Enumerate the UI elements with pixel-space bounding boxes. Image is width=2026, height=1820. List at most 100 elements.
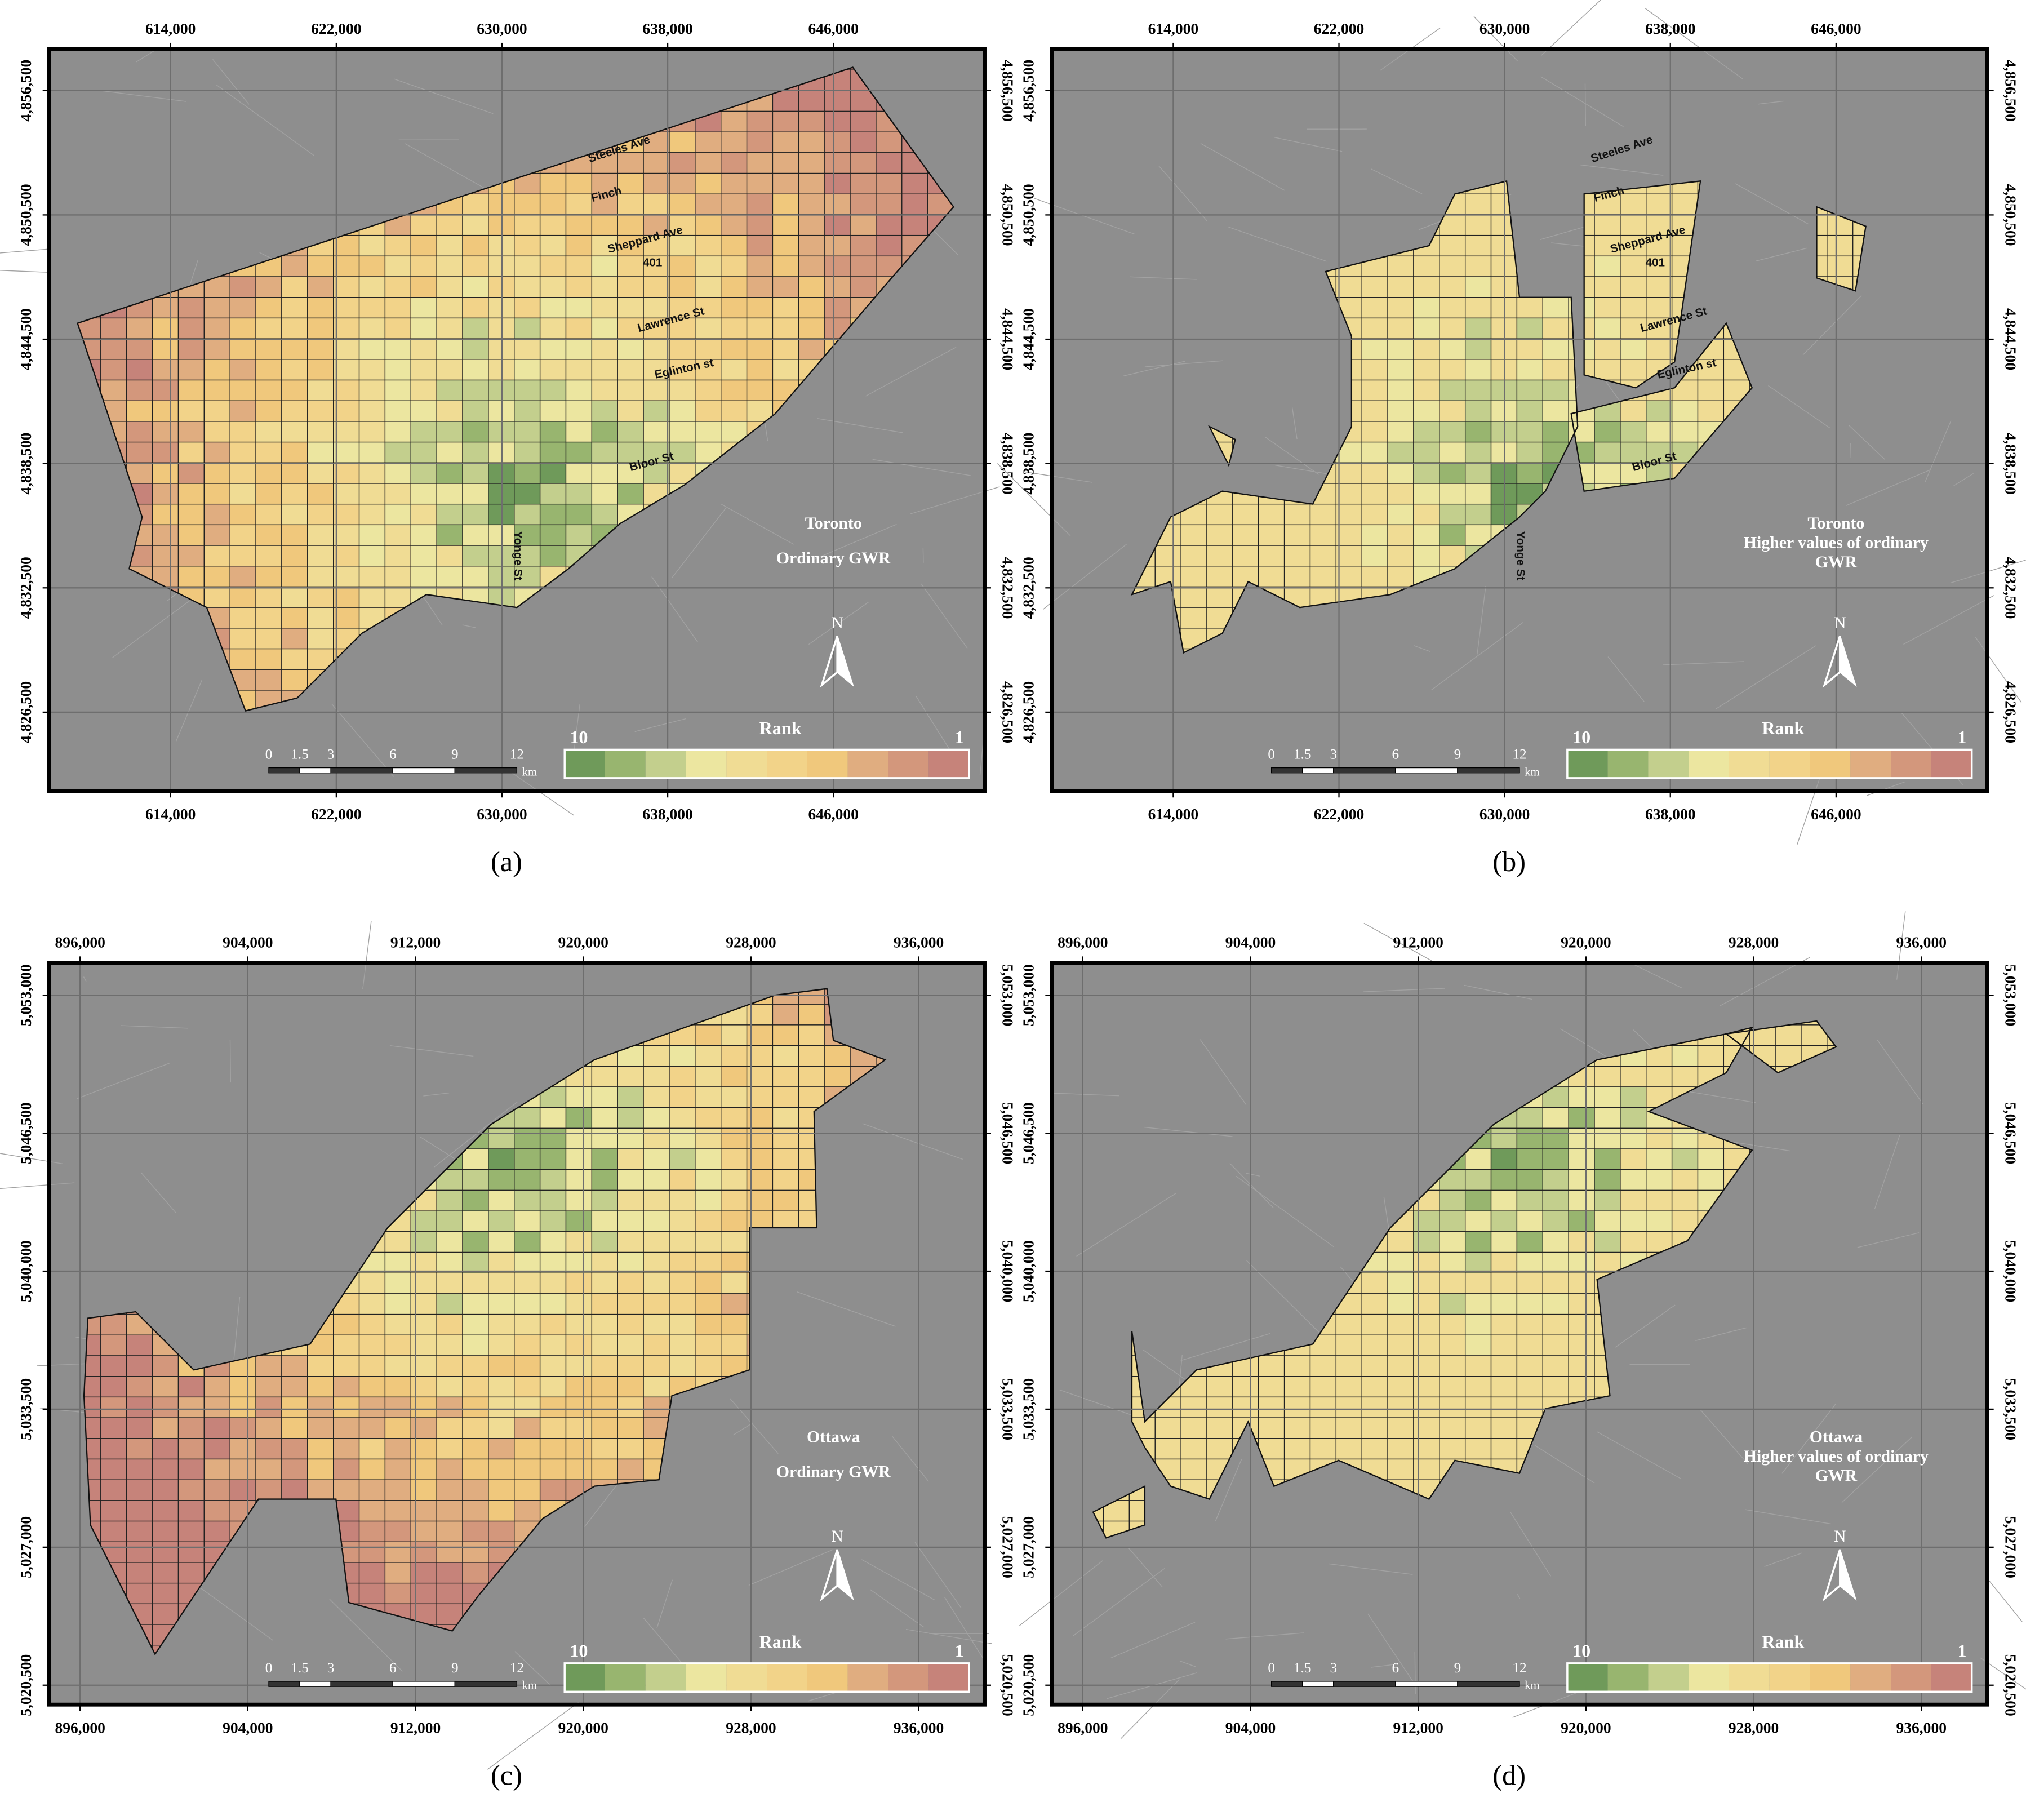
tract [514,1211,540,1232]
scale-segment [331,768,393,773]
tract [178,525,204,545]
tract [617,1397,643,1418]
tract [359,1583,385,1604]
scale-segment [1458,768,1520,773]
tract [308,277,334,298]
tract [669,1066,695,1087]
tract [514,1356,540,1377]
tract [643,421,669,442]
tract [359,587,385,607]
tract [230,442,256,463]
tract [282,669,308,690]
legend-swatch [1770,749,1810,778]
tract [308,1397,334,1418]
tract [592,298,617,318]
tract [669,380,695,401]
tract [127,442,153,463]
tract [411,1439,437,1459]
tract [592,1108,617,1129]
tract [566,525,592,545]
tract [385,1377,411,1397]
tract [850,236,876,256]
scale-unit: km [522,1680,537,1692]
tract [127,1562,153,1583]
tract [101,1397,127,1418]
tract [411,463,437,483]
tract [463,1501,488,1521]
tract [566,1211,592,1232]
legend-swatch [686,749,727,778]
tract [1362,1356,1388,1377]
tract [540,1128,566,1149]
tract [1388,401,1414,421]
tract [1491,442,1517,463]
tract [1207,566,1233,587]
y-tick-label: 4,850,500 [2002,184,2019,246]
tract [256,277,282,298]
tract [127,1501,153,1521]
tract [669,1232,695,1253]
tract [695,194,721,215]
tract [359,1294,385,1315]
tract [178,1459,204,1480]
tract [1594,463,1620,483]
tract [798,153,824,174]
tract [540,1356,566,1377]
tract [566,1149,592,1170]
tract [153,1604,179,1624]
tract [334,1397,359,1418]
tract [643,1211,669,1232]
x-tick-label: 638,000 [642,20,692,37]
map-title: GWR [1815,553,1858,571]
tract [1517,463,1543,483]
tract [721,1211,747,1232]
tract [695,1253,721,1273]
tract [1414,525,1439,545]
tract [359,1562,385,1583]
tract [1310,1418,1336,1439]
y-tick-label: 4,844,500 [2002,308,2019,370]
tract [334,359,359,380]
tract [411,483,437,504]
tract [334,1439,359,1459]
tract [463,1232,488,1253]
tract [308,339,334,359]
tract [101,1335,127,1356]
tract [256,628,282,649]
tract [178,401,204,421]
scale-label: 3 [327,747,335,762]
legend-title: Rank [1762,718,1804,738]
tract [334,339,359,359]
tract [153,1501,179,1521]
tract [308,421,334,442]
tract [204,380,230,401]
tract [643,277,669,298]
tract [385,1232,411,1253]
tract [1362,545,1388,566]
legend-max: 10 [1572,727,1590,747]
tract [1491,256,1517,277]
tract [902,215,928,236]
tract [824,132,850,153]
tract [1594,215,1620,236]
tract [334,401,359,421]
tract [308,1377,334,1397]
tract [411,215,437,236]
tract [540,483,566,504]
tract [153,1562,179,1583]
legend-swatch [726,1663,767,1692]
map-panel: 896,000896,000904,000904,000912,000912,0… [1019,911,2026,1791]
tract [1517,401,1543,421]
tract [643,194,669,215]
tract [721,1046,747,1067]
tract [282,1480,308,1501]
tract [1465,504,1491,525]
tract [488,359,514,380]
tract [592,339,617,359]
tract [695,1294,721,1315]
tract [566,463,592,483]
tract [385,1583,411,1604]
tract [1362,483,1388,504]
tract [1285,545,1310,566]
tract [1465,298,1491,318]
